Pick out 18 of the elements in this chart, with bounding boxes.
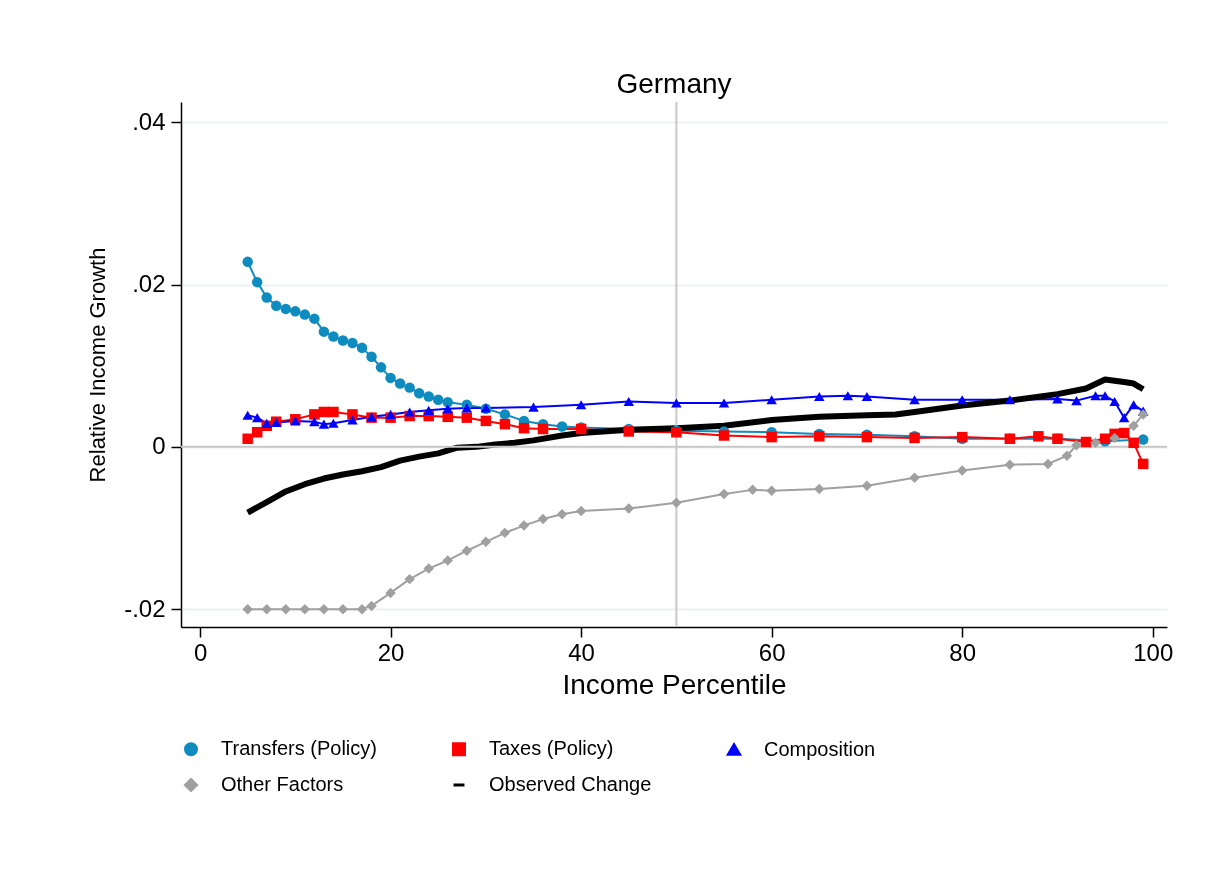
x-tick-label: 20 xyxy=(377,638,405,666)
x-tick-label: 80 xyxy=(949,638,977,666)
y-tick-label: 0 xyxy=(152,432,166,460)
x-tick-label: 0 xyxy=(193,638,208,666)
y-tick-label: .04 xyxy=(132,107,166,135)
chart-title: Germany xyxy=(616,68,732,99)
x-axis-title: Income Percentile xyxy=(562,668,787,700)
legend-label: Observed Change xyxy=(489,773,652,795)
legend-label: Composition xyxy=(764,737,876,760)
y-tick-label: .02 xyxy=(132,270,166,298)
x-tick-label: 60 xyxy=(758,638,786,666)
x-tick-label: 100 xyxy=(1133,638,1174,666)
legend-label: Transfers (Policy) xyxy=(221,737,377,760)
x-tick-label: 40 xyxy=(568,638,595,666)
y-axis-title: Relative Income Growth xyxy=(85,247,111,483)
legend-label: Taxes (Policy) xyxy=(489,737,614,760)
legend-label: Other Factors xyxy=(221,773,344,795)
y-tick-label: -.02 xyxy=(124,594,166,622)
